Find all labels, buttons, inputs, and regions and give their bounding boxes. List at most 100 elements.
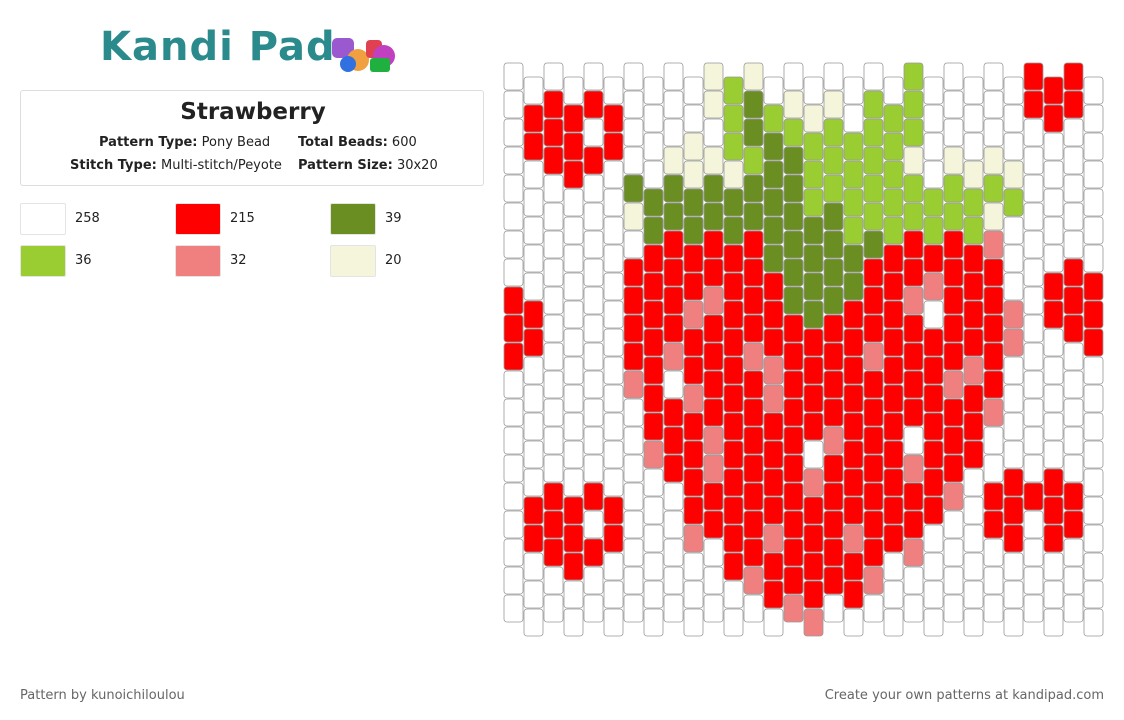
bead [1043,188,1064,217]
bead [643,580,664,609]
bead [523,188,544,217]
detail-label: Pattern Size: [298,158,393,173]
bead [983,146,1004,175]
bead [503,594,524,623]
bead [863,90,884,119]
bead [883,440,904,469]
bead [903,538,924,567]
bead [923,440,944,469]
bead [543,230,564,259]
logo[interactable]: Kandi Pad [100,24,336,70]
bead [623,258,644,287]
bead [723,440,744,469]
bead [643,104,664,133]
bead [583,202,604,231]
bead [743,202,764,231]
bead [1023,118,1044,147]
bead [643,552,664,581]
bead [603,132,624,161]
bead [523,328,544,357]
bead [703,258,724,287]
detail-label: Stitch Type: [70,158,157,173]
bead [663,258,684,287]
bead [1083,160,1104,189]
bead [1023,398,1044,427]
bead [863,342,884,371]
bead [723,300,744,329]
bead [663,398,684,427]
bead [843,132,864,161]
bead [603,244,624,273]
bead [983,398,1004,427]
bead [1063,118,1084,147]
bead [563,356,584,385]
bead [1063,314,1084,343]
bead [623,482,644,511]
bead [863,566,884,595]
bead [543,594,564,623]
bead [523,300,544,329]
bead [863,594,884,623]
bead [1043,440,1064,469]
detail-label: Pattern Type: [99,135,198,150]
bead [843,216,864,245]
bead [1083,188,1104,217]
bead [843,356,864,385]
bead [763,356,784,385]
bead [783,202,804,231]
bead [823,118,844,147]
bead [623,426,644,455]
bead [943,482,964,511]
bead [663,482,684,511]
bead [1043,524,1064,553]
bead [963,104,984,133]
bead [983,370,1004,399]
bead [623,510,644,539]
bead [663,146,684,175]
bead [503,258,524,287]
bead [503,286,524,315]
bead [763,440,784,469]
bead [983,510,1004,539]
bead [1063,398,1084,427]
bead [503,370,524,399]
bead [603,272,624,301]
bead [943,314,964,343]
bead [1003,524,1024,553]
bead [503,510,524,539]
bead [623,342,644,371]
bead [963,188,984,217]
bead [623,202,644,231]
bead [543,538,564,567]
bead [723,412,744,441]
bead [823,62,844,91]
bead [843,300,864,329]
bead [703,482,724,511]
bead [883,468,904,497]
bead [643,272,664,301]
bead [683,384,704,413]
bead [963,216,984,245]
bead [983,202,1004,231]
bead [803,384,824,413]
bead [1023,258,1044,287]
bead [983,174,1004,203]
bead [643,244,664,273]
bead [663,118,684,147]
bead [603,440,624,469]
bead [783,286,804,315]
bead [743,118,764,147]
bead [523,524,544,553]
bead [983,454,1004,483]
bead [703,314,724,343]
bead [943,510,964,539]
bead [703,118,724,147]
bead [603,552,624,581]
bead [543,482,564,511]
bead [643,216,664,245]
bead [1043,104,1064,133]
bead [723,468,744,497]
bead [543,510,564,539]
footer-link[interactable]: Create your own patterns at kandipad.com [824,688,1104,703]
bead [1063,454,1084,483]
